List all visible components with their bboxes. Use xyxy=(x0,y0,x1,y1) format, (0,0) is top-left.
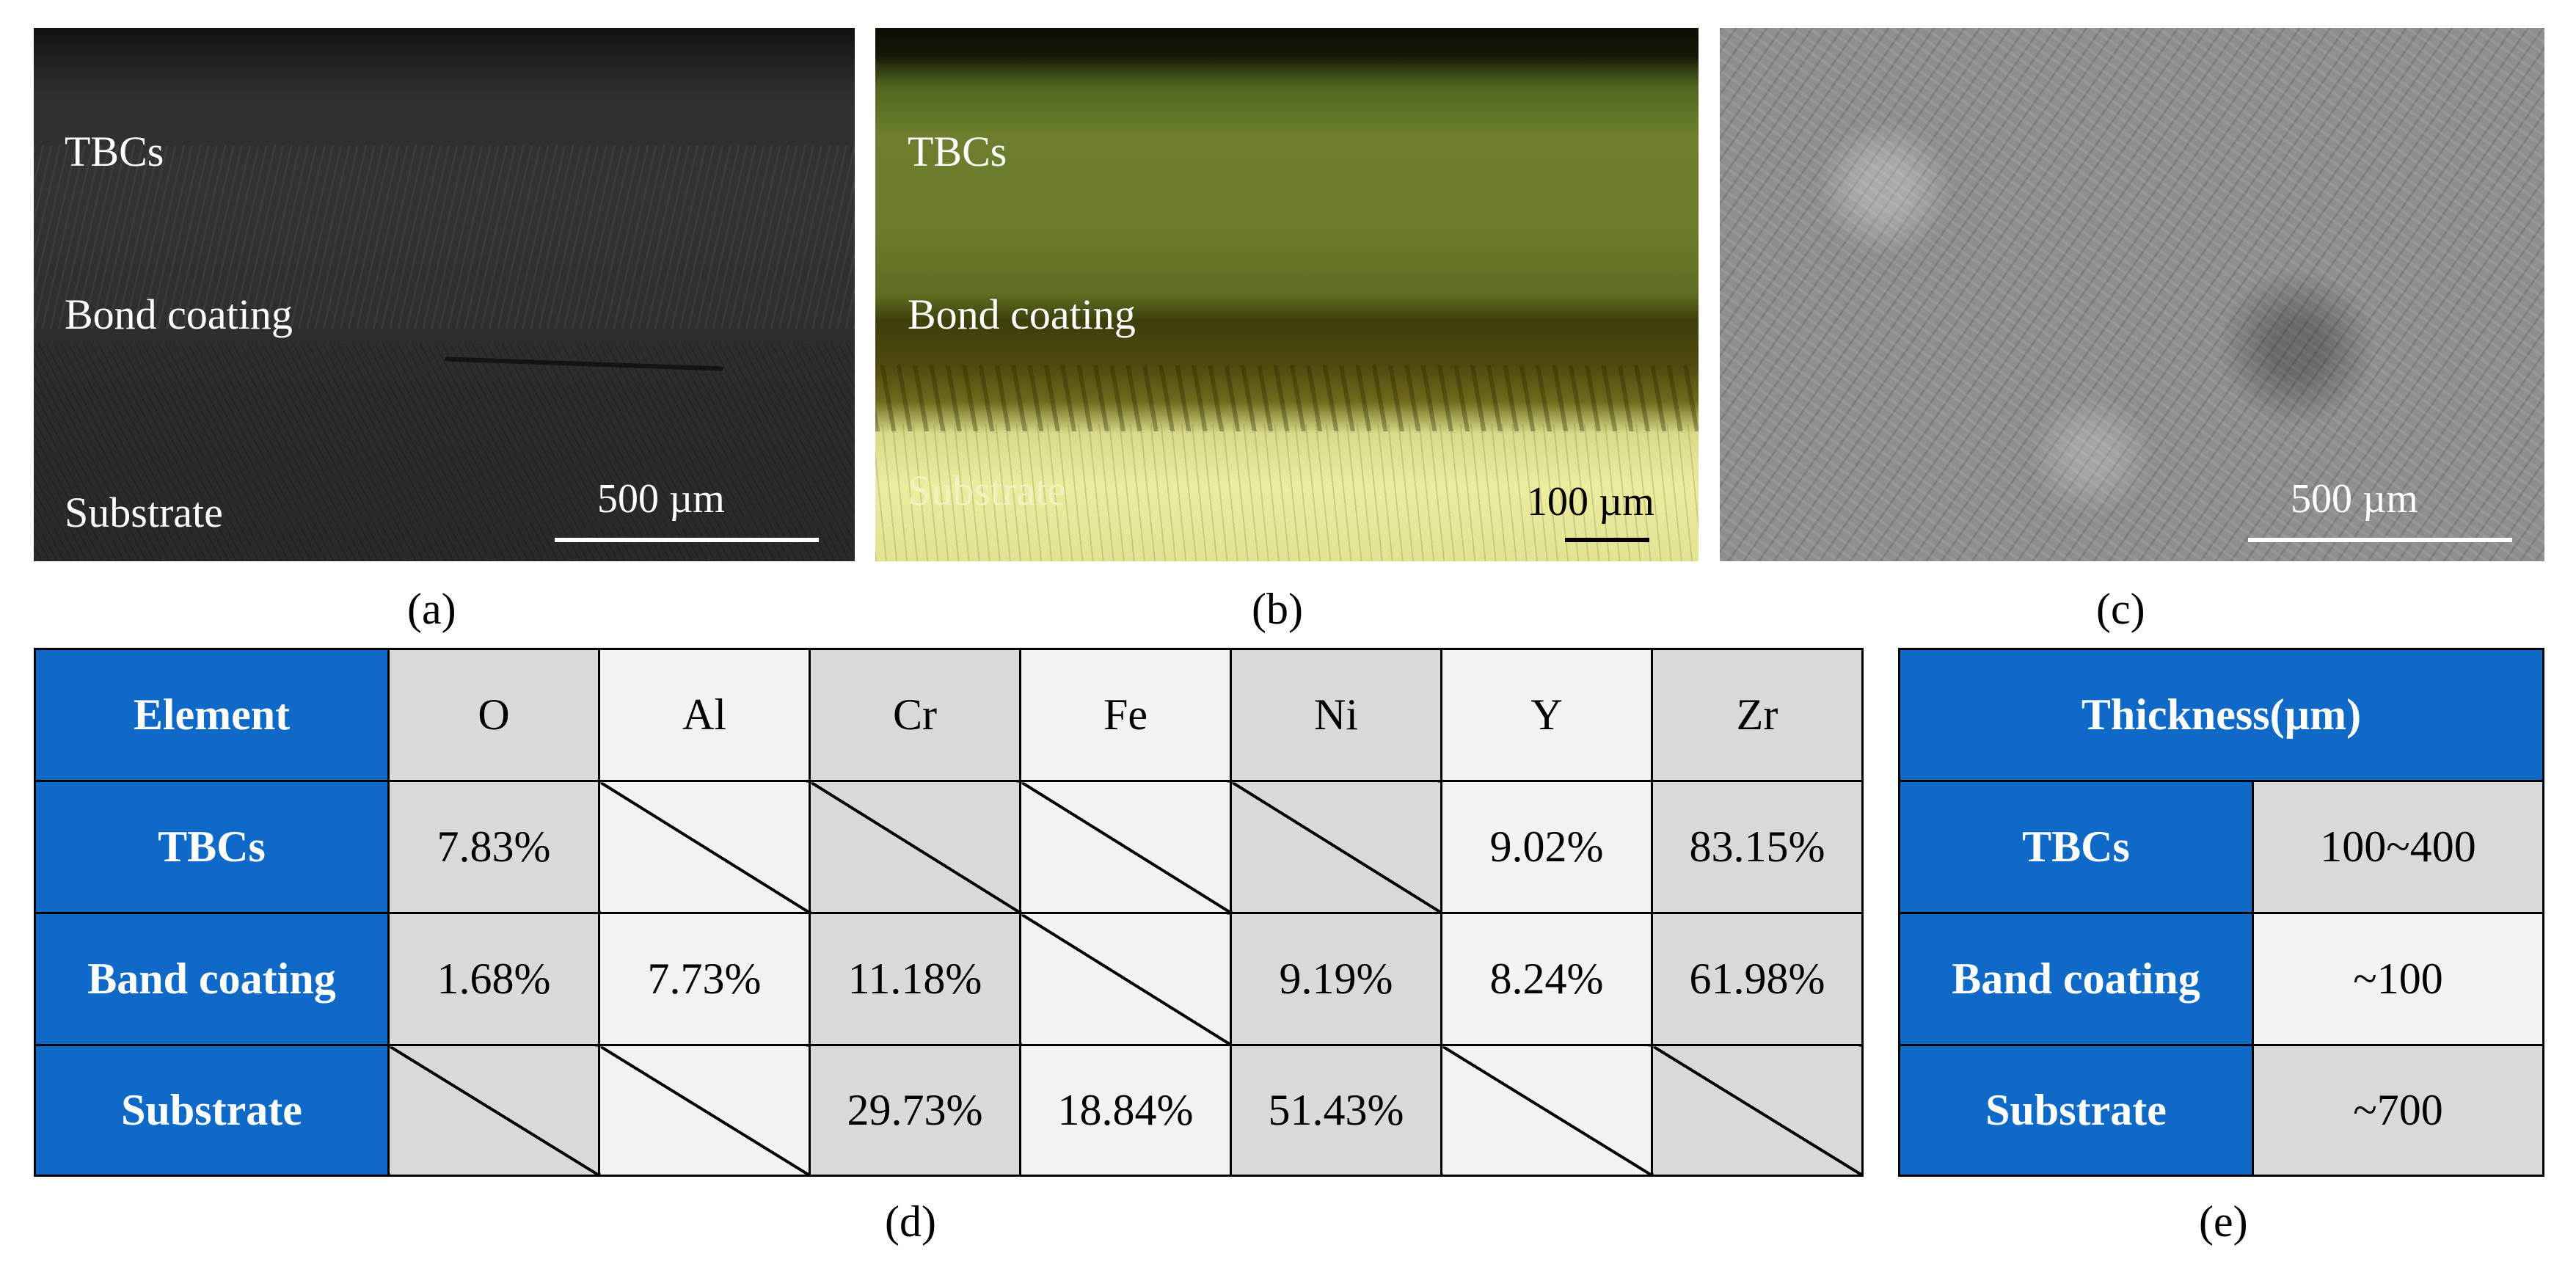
row-label: Substrate xyxy=(1898,1044,2254,1177)
caption-d: (d) xyxy=(885,1197,936,1246)
caption-a: (a) xyxy=(407,585,456,633)
table-cell: 83.15% xyxy=(1651,780,1864,914)
row-label: Band coating xyxy=(1898,912,2254,1046)
scale-bar xyxy=(2248,538,2512,542)
column-header: Al xyxy=(598,648,811,782)
table-row: TBCs 7.83% 9.02% 83.15% xyxy=(34,780,1864,914)
table-cell: 9.19% xyxy=(1230,912,1442,1046)
column-header: Fe xyxy=(1019,648,1232,782)
table-cell: 1.68% xyxy=(387,912,600,1046)
label-tbcs: TBCs xyxy=(65,128,164,175)
header-thickness: Thickness(µm) xyxy=(1898,648,2544,782)
empty-cell xyxy=(1440,1044,1653,1177)
empty-cell xyxy=(598,780,811,914)
row-label: Substrate xyxy=(34,1044,390,1177)
header-element: Element xyxy=(34,648,390,782)
table-cell: 29.73% xyxy=(809,1044,1021,1177)
table-row: Substrate ~700 xyxy=(1898,1044,2544,1177)
table-cell: 100~400 xyxy=(2252,780,2544,914)
empty-cell xyxy=(1019,912,1232,1046)
caption-e: (e) xyxy=(2199,1197,2248,1246)
table-cell: 61.98% xyxy=(1651,912,1864,1046)
scale-bar-label: 500 µm xyxy=(597,476,725,522)
sem-surface-image: 500 µm xyxy=(1720,28,2544,561)
label-tbcs: TBCs xyxy=(908,128,1007,175)
optical-cross-section-image: TBCs Bond coating Substrate 100 µm xyxy=(875,28,1699,561)
table-header-row: Element O Al Cr Fe Ni Y Zr xyxy=(34,648,1864,782)
row-label: Band coating xyxy=(34,912,390,1046)
empty-cell xyxy=(1230,780,1442,914)
scale-bar-label: 100 µm xyxy=(1527,479,1654,525)
empty-cell xyxy=(387,1044,600,1177)
label-bond-coating: Bond coating xyxy=(908,291,1136,338)
table-cell: 51.43% xyxy=(1230,1044,1442,1177)
row-label: TBCs xyxy=(1898,780,2254,914)
table-cell: 8.24% xyxy=(1440,912,1653,1046)
table-row: Band coating 1.68% 7.73% 11.18% 9.19% 8.… xyxy=(34,912,1864,1046)
table-cell: ~700 xyxy=(2252,1044,2544,1177)
element-composition-table: Element O Al Cr Fe Ni Y Zr TBCs 7.83% 9.… xyxy=(34,648,1864,1177)
empty-cell xyxy=(1019,780,1232,914)
caption-c: (c) xyxy=(2096,585,2145,633)
scale-bar xyxy=(1565,538,1649,542)
column-header: Ni xyxy=(1230,648,1442,782)
column-header: Zr xyxy=(1651,648,1864,782)
column-header: O xyxy=(387,648,600,782)
column-header: Cr xyxy=(809,648,1021,782)
table-cell: 9.02% xyxy=(1440,780,1653,914)
table-row: Substrate 29.73% 18.84% 51.43% xyxy=(34,1044,1864,1177)
scale-bar xyxy=(555,538,819,542)
caption-b: (b) xyxy=(1252,585,1303,633)
table-cell: 18.84% xyxy=(1019,1044,1232,1177)
empty-cell xyxy=(598,1044,811,1177)
scale-bar-label: 500 µm xyxy=(2291,476,2418,522)
table-cell: 7.73% xyxy=(598,912,811,1046)
label-bond-coating: Bond coating xyxy=(65,291,293,338)
empty-cell xyxy=(809,780,1021,914)
table-header-row: Thickness(µm) xyxy=(1898,648,2544,782)
table-row: TBCs 100~400 xyxy=(1898,780,2544,914)
empty-cell xyxy=(1651,1044,1864,1177)
label-substrate: Substrate xyxy=(65,489,223,536)
sem-cross-section-image: TBCs Bond coating Substrate 500 µm xyxy=(34,28,855,561)
column-header: Y xyxy=(1440,648,1653,782)
thickness-table: Thickness(µm) TBCs 100~400 Band coating … xyxy=(1898,648,2544,1177)
table-cell: 11.18% xyxy=(809,912,1021,1046)
row-label: TBCs xyxy=(34,780,390,914)
table-row: Band coating ~100 xyxy=(1898,912,2544,1046)
table-cell: 7.83% xyxy=(387,780,600,914)
label-substrate: Substrate xyxy=(908,467,1066,514)
table-cell: ~100 xyxy=(2252,912,2544,1046)
